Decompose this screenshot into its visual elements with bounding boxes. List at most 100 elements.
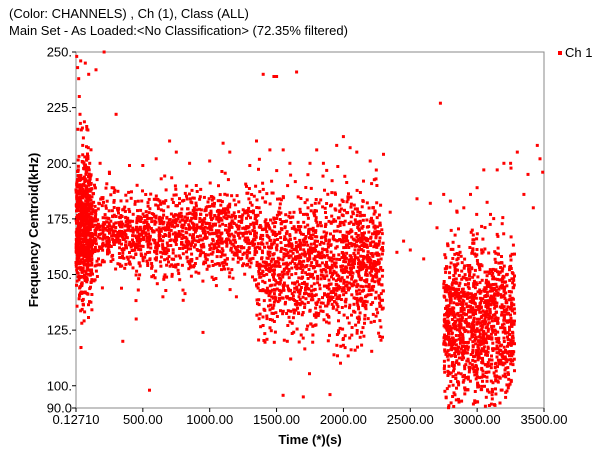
data-point: [355, 292, 359, 296]
data-point: [501, 363, 505, 367]
data-point: [278, 218, 282, 221]
data-point: [285, 230, 289, 234]
data-point: [212, 244, 216, 248]
data-point: [358, 266, 362, 270]
data-point: [466, 347, 470, 351]
data-point: [298, 210, 302, 214]
data-point: [343, 257, 347, 261]
data-point: [335, 229, 339, 233]
data-point: [510, 301, 514, 305]
data-point: [357, 315, 361, 319]
legend[interactable]: Ch 1: [558, 45, 592, 60]
data-point: [381, 246, 384, 249]
data-point: [231, 220, 235, 224]
data-point: [370, 279, 374, 283]
data-point: [152, 212, 156, 216]
data-point: [510, 324, 514, 328]
data-point: [359, 254, 363, 258]
data-point: [213, 201, 216, 205]
data-point: [75, 279, 79, 283]
data-point: [453, 315, 456, 319]
data-point: [79, 244, 83, 248]
data-point: [145, 239, 149, 243]
data-point: [469, 192, 472, 196]
data-point: [319, 301, 323, 305]
data-point: [257, 262, 261, 266]
data-point: [378, 277, 382, 281]
data-point: [101, 237, 105, 241]
data-point: [444, 322, 448, 326]
data-point: [471, 293, 475, 297]
data-point: [481, 379, 484, 383]
data-point: [86, 292, 90, 296]
data-point: [468, 325, 472, 329]
data-point: [265, 272, 269, 276]
data-point: [454, 277, 458, 281]
data-point: [306, 243, 310, 247]
data-point: [224, 228, 227, 232]
data-point: [490, 269, 494, 273]
data-point: [142, 221, 146, 224]
data-point: [325, 202, 329, 205]
data-point: [146, 201, 150, 205]
data-point: [226, 214, 230, 218]
data-point: [318, 283, 322, 287]
data-point: [188, 211, 192, 215]
data-point: [166, 244, 170, 248]
data-point: [80, 270, 84, 274]
data-point: [269, 266, 272, 270]
data-point: [374, 290, 378, 294]
data-point: [267, 225, 271, 229]
data-point: [77, 278, 81, 282]
data-point: [146, 217, 150, 220]
data-point: [479, 324, 483, 328]
data-point: [206, 200, 210, 204]
data-point: [327, 219, 331, 223]
data-point: [84, 215, 88, 219]
data-point: [284, 213, 288, 217]
data-point: [76, 207, 80, 211]
data-point: [168, 233, 172, 237]
data-point: [314, 314, 318, 318]
data-point: [334, 208, 338, 212]
data-point: [328, 333, 331, 337]
data-point: [289, 221, 293, 224]
data-point: [506, 335, 509, 339]
data-point: [477, 317, 481, 321]
data-point: [178, 256, 182, 260]
data-point: [513, 252, 516, 256]
data-point: [87, 72, 91, 76]
data-point: [328, 299, 332, 303]
data-point: [282, 272, 286, 276]
data-point: [258, 210, 262, 214]
data-point: [320, 254, 324, 258]
data-point: [495, 355, 499, 359]
data-point: [248, 201, 252, 205]
data-point: [465, 359, 469, 363]
data-point: [467, 270, 471, 274]
data-point: [285, 265, 289, 268]
data-point: [272, 75, 276, 78]
data-point: [195, 239, 199, 243]
data-point: [174, 254, 178, 258]
data-point: [489, 379, 493, 383]
data-point: [359, 264, 363, 268]
data-point: [227, 234, 231, 238]
data-point: [360, 213, 364, 217]
data-point: [154, 246, 158, 250]
data-point: [344, 297, 348, 301]
data-point: [369, 241, 373, 245]
data-point: [357, 317, 361, 321]
data-point: [471, 358, 475, 362]
data-point: [456, 348, 460, 352]
data-point: [506, 371, 510, 375]
data-point: [314, 245, 318, 248]
data-point: [127, 227, 131, 230]
data-point: [323, 277, 327, 280]
data-point: [457, 345, 461, 349]
data-point: [75, 268, 79, 272]
data-point: [180, 237, 184, 241]
data-point: [82, 260, 86, 263]
data-point: [306, 251, 310, 255]
data-point: [460, 333, 464, 337]
